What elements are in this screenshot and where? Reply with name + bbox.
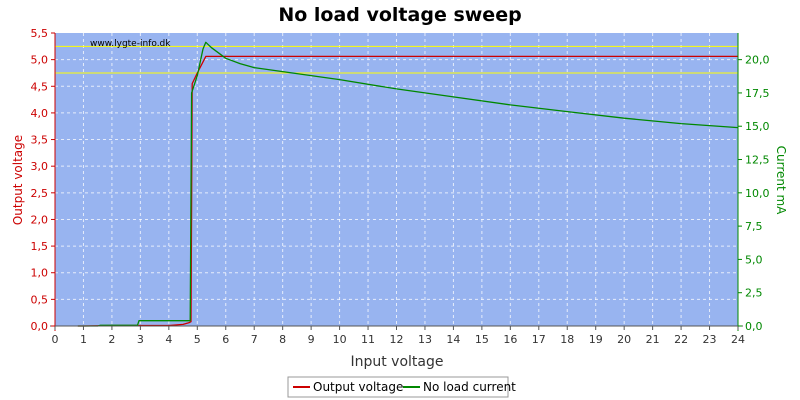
x-tick-label: 16 bbox=[503, 333, 517, 346]
y-left-tick-label: 5,0 bbox=[31, 54, 49, 67]
x-tick-label: 9 bbox=[308, 333, 315, 346]
y-left-tick-label: 0,5 bbox=[31, 293, 49, 306]
y-left-tick-label: 3,0 bbox=[31, 160, 49, 173]
y-left-tick-label: 0,0 bbox=[31, 320, 49, 333]
y-left-tick-label: 3,5 bbox=[31, 134, 49, 147]
y-right-tick-label: 5,0 bbox=[745, 253, 763, 266]
x-tick-label: 8 bbox=[279, 333, 286, 346]
y-right-tick-label: 0,0 bbox=[745, 320, 763, 333]
chart-title: No load voltage sweep bbox=[278, 4, 521, 26]
legend: Output voltage No load current bbox=[287, 376, 516, 398]
y-left-tick-label: 2,5 bbox=[31, 187, 49, 200]
x-tick-label: 10 bbox=[333, 333, 347, 346]
legend-label-output-voltage: Output voltage bbox=[313, 380, 403, 394]
watermark-text: www.lygte-info.dk bbox=[90, 39, 171, 49]
y-left-tick-label: 1,5 bbox=[31, 240, 49, 253]
y-left-tick-label: 1,0 bbox=[31, 267, 49, 280]
x-tick-label: 1 bbox=[80, 333, 87, 346]
y-right-tick-labels: 0,0 2,5 5,0 7,5 10,0 12,5 15,0 17,5 20,0 bbox=[738, 54, 770, 333]
y-right-tick-label: 7,5 bbox=[745, 220, 763, 233]
series-line-no-load-current bbox=[77, 41, 739, 327]
y-right-tick-label: 2,5 bbox=[745, 287, 763, 300]
x-tick-label: 23 bbox=[703, 333, 717, 346]
x-tick-label: 11 bbox=[361, 333, 375, 346]
y-left-axis-label: Output voltage bbox=[11, 135, 25, 225]
y-right-tick-label: 12,5 bbox=[745, 154, 770, 167]
x-tick-label: 13 bbox=[418, 333, 432, 346]
y-right-tick-label: 10,0 bbox=[745, 187, 770, 200]
x-tick-label: 3 bbox=[137, 333, 144, 346]
x-tick-label: 20 bbox=[617, 333, 631, 346]
x-tick-label: 4 bbox=[165, 333, 172, 346]
x-axis-label: Input voltage bbox=[350, 354, 443, 370]
y-right-tick-label: 15,0 bbox=[745, 120, 770, 133]
y-left-tick-label: 2,0 bbox=[31, 213, 49, 226]
x-tick-label: 2 bbox=[108, 333, 115, 346]
reference-lines bbox=[55, 45, 738, 74]
grid-lines bbox=[55, 33, 738, 326]
legend-label-no-load-current: No load current bbox=[423, 380, 516, 394]
y-left-tick-label: 5,5 bbox=[31, 27, 49, 40]
x-tick-label: 18 bbox=[560, 333, 574, 346]
x-tick-label: 0 bbox=[52, 333, 59, 346]
x-tick-label: 24 bbox=[731, 333, 745, 346]
y-left-tick-label: 4,5 bbox=[31, 80, 49, 93]
y-left-tick-label: 4,0 bbox=[31, 107, 49, 120]
y-left-tick-labels: 0,0 0,5 1,0 1,5 2,0 2,5 3,0 3,5 4,0 4,5 5,0 5,5 bbox=[31, 27, 55, 333]
y-right-tick-label: 20,0 bbox=[745, 54, 770, 67]
x-tick-label: 19 bbox=[589, 333, 603, 346]
x-tick-label: 5 bbox=[194, 333, 201, 346]
y-right-axis-label: Current mA bbox=[774, 146, 788, 216]
x-tick-label: 14 bbox=[446, 333, 460, 346]
x-tick-label: 6 bbox=[222, 333, 229, 346]
y-right-tick-label: 17,5 bbox=[745, 87, 770, 100]
x-tick-label: 12 bbox=[390, 333, 404, 346]
x-tick-label: 15 bbox=[475, 333, 489, 346]
x-tick-label: 17 bbox=[532, 333, 546, 346]
x-tick-labels: 0 1 2 3 4 5 6 7 8 9 10 11 12 13 14 15 16 17 18 19 20 21 22 23 24 bbox=[52, 326, 745, 346]
x-tick-label: 7 bbox=[251, 333, 258, 346]
x-tick-label: 22 bbox=[674, 333, 688, 346]
x-tick-label: 21 bbox=[646, 333, 660, 346]
legend-box bbox=[287, 376, 509, 398]
